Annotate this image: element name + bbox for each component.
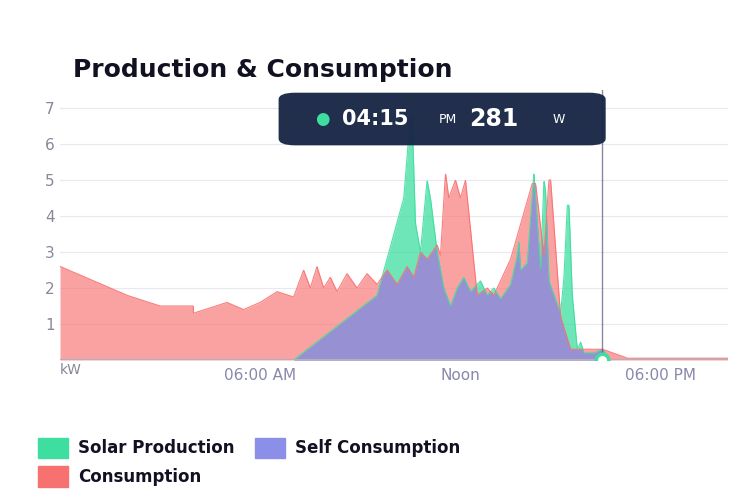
Text: W: W <box>552 112 565 126</box>
Text: PM: PM <box>439 112 457 126</box>
Legend: Solar Production, Consumption, Self Consumption: Solar Production, Consumption, Self Cons… <box>38 438 460 486</box>
Text: kW: kW <box>60 362 82 376</box>
Text: 04:15: 04:15 <box>342 109 409 129</box>
Text: ●: ● <box>315 110 330 128</box>
Text: 281: 281 <box>469 107 518 131</box>
FancyBboxPatch shape <box>278 92 606 146</box>
Text: Production & Consumption: Production & Consumption <box>74 58 453 82</box>
